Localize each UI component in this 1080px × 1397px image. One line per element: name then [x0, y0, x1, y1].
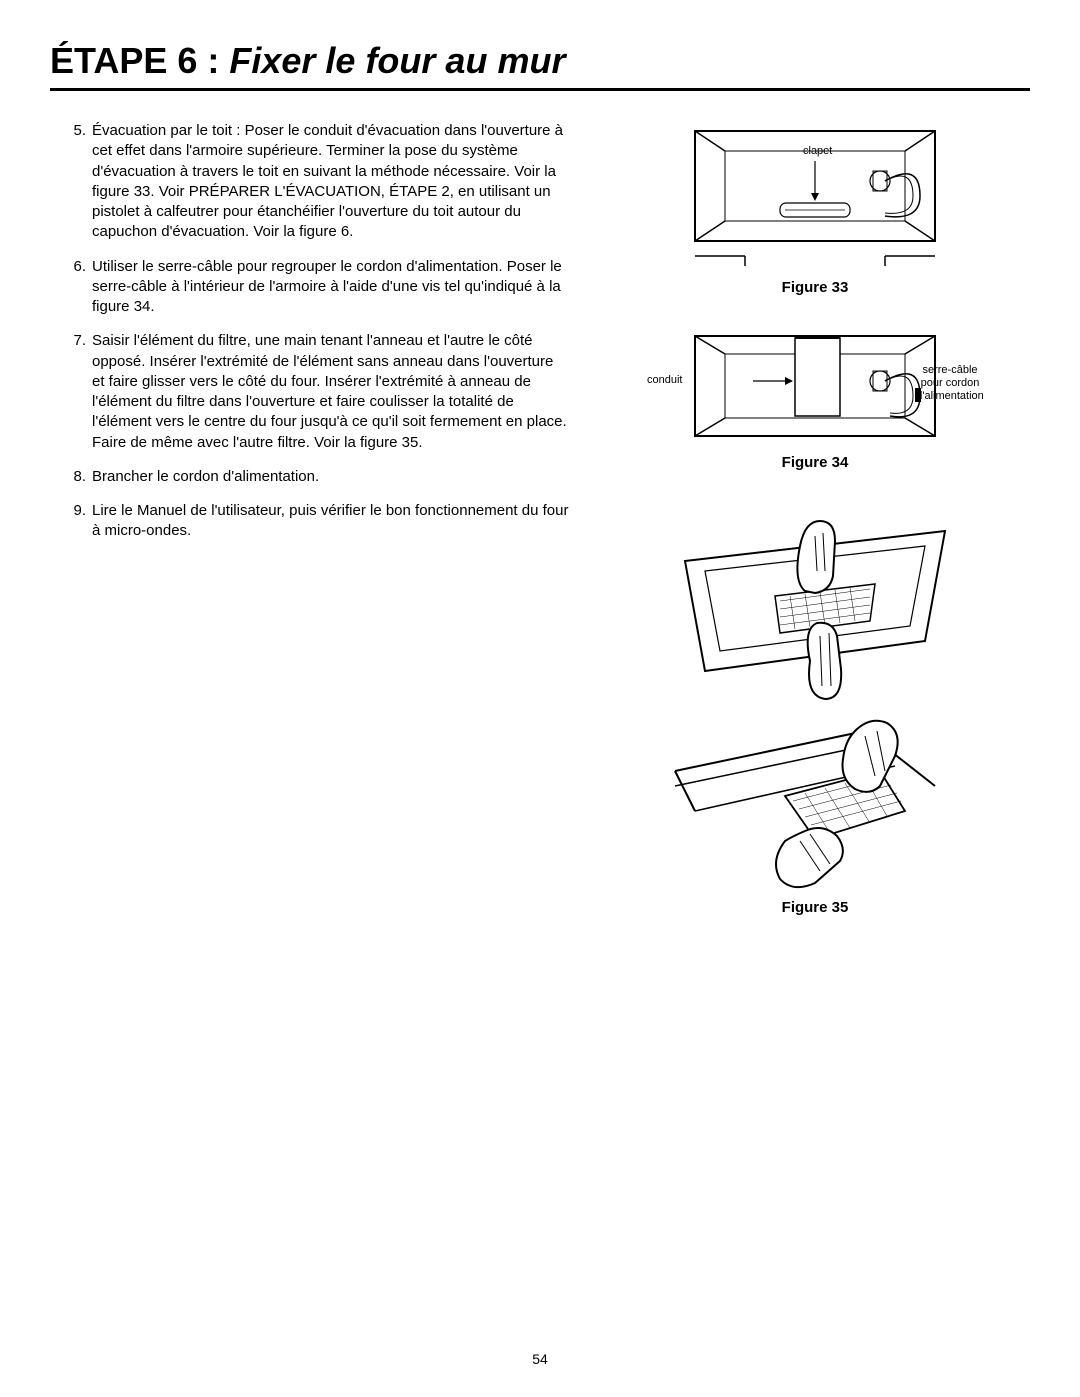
list-item: 8.Brancher le cordon d'alimentation.: [70, 467, 570, 487]
figure-34-caption: Figure 34: [635, 454, 995, 471]
text-column: 5.Évacuation par le toit : Poser le cond…: [50, 121, 570, 946]
page: ÉTAPE 6 : Fixer le four au mur 5.Évacuat…: [0, 0, 1080, 946]
step-text: Utiliser le serre-câble pour regrouper l…: [92, 257, 570, 318]
step-text: Saisir l'élément du filtre, une main ten…: [92, 331, 570, 453]
list-item: 9.Lire le Manuel de l'utilisateur, puis …: [70, 501, 570, 542]
figure-33: clapet Figure 33: [685, 121, 945, 296]
list-item: 7.Saisir l'élément du filtre, une main t…: [70, 331, 570, 453]
step-number: 7.: [70, 331, 92, 453]
figure-35-bottom-svg: [665, 711, 945, 891]
figure-34-svg: [685, 326, 945, 446]
figure-35-caption: Figure 35: [665, 899, 965, 916]
list-item: 5.Évacuation par le toit : Poser le cond…: [70, 121, 570, 243]
step-number: 8.: [70, 467, 92, 487]
page-title: ÉTAPE 6 : Fixer le four au mur: [50, 40, 1030, 82]
title-rule: ÉTAPE 6 : Fixer le four au mur: [50, 40, 1030, 91]
step-text: Brancher le cordon d'alimentation.: [92, 467, 570, 487]
figure-33-svg: [685, 121, 945, 271]
step-number: 6.: [70, 257, 92, 318]
figure-35-top-svg: [665, 501, 965, 701]
figure-33-label-clapet: clapet: [803, 145, 832, 157]
figure-34: conduit serre-câble pour cordon d'alimen…: [635, 326, 995, 471]
step-number: 5.: [70, 121, 92, 243]
content-columns: 5.Évacuation par le toit : Poser le cond…: [50, 121, 1030, 946]
step-number: 9.: [70, 501, 92, 542]
list-item: 6.Utiliser le serre-câble pour regrouper…: [70, 257, 570, 318]
figure-column: clapet Figure 33: [600, 121, 1030, 946]
figure-33-caption: Figure 33: [685, 279, 945, 296]
step-list: 5.Évacuation par le toit : Poser le cond…: [70, 121, 570, 542]
step-text: Évacuation par le toit : Poser le condui…: [92, 121, 570, 243]
step-text: Lire le Manuel de l'utilisateur, puis vé…: [92, 501, 570, 542]
figure-34-label-conduit: conduit: [647, 374, 682, 386]
figure-34-label-serre: serre-câble pour cordon d'alimentation: [910, 364, 990, 404]
figure-35: Figure 35: [665, 501, 965, 916]
title-step: ÉTAPE 6 :: [50, 40, 229, 81]
title-rest: Fixer le four au mur: [229, 40, 565, 81]
page-number: 54: [0, 1351, 1080, 1367]
